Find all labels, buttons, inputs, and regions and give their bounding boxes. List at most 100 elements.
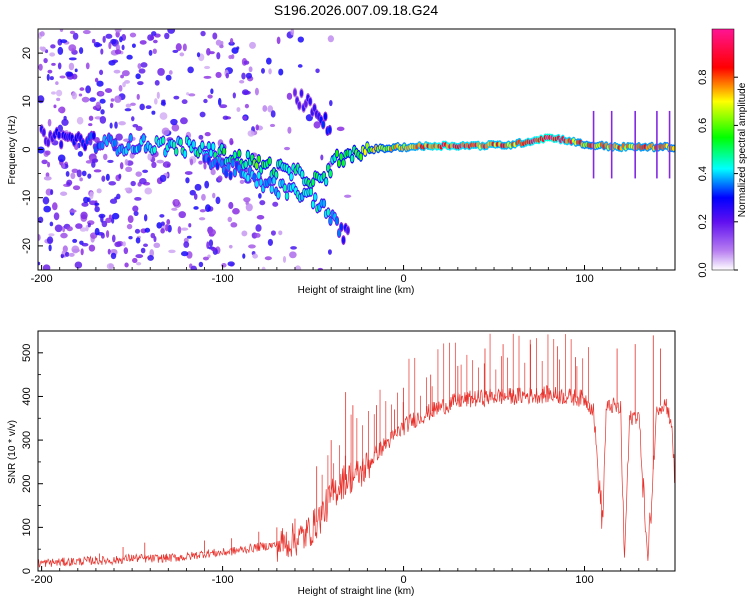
noise-speckle (151, 161, 157, 169)
noise-speckle (222, 115, 229, 120)
x-tick-label: -100 (212, 574, 234, 586)
noise-speckle (128, 236, 133, 240)
noise-speckle (89, 191, 94, 200)
noise-speckle (266, 57, 272, 65)
noise-speckle (47, 161, 51, 168)
noise-speckle (100, 109, 105, 115)
snr-panel: -200 -100 0 100 0 100 200 300 400 500 Height of … (7, 330, 676, 597)
noise-speckle (103, 153, 108, 161)
ridge-core (311, 178, 315, 186)
noise-speckle (94, 202, 100, 206)
ridge-core (207, 142, 211, 150)
x-tick-label: 100 (575, 574, 593, 586)
noise-speckle (45, 150, 51, 156)
ridge-core (335, 149, 339, 157)
noise-speckle (153, 242, 161, 249)
y-tick-label: -20 (21, 238, 33, 254)
noise-speckle (111, 212, 120, 220)
noise-speckle (43, 57, 48, 64)
noise-speckle (106, 263, 115, 270)
noise-speckle (245, 203, 253, 212)
noise-speckle (228, 244, 233, 249)
noise-speckle (252, 253, 259, 259)
noise-speckle (111, 234, 116, 243)
noise-speckle (118, 85, 123, 92)
ridge-core (268, 177, 272, 185)
noise-speckle (69, 30, 76, 35)
noise-speckle (65, 71, 72, 77)
noise-speckle (241, 72, 246, 80)
noise-speckle (193, 193, 198, 200)
noise-speckle (327, 35, 335, 43)
noise-speckle (57, 154, 66, 163)
noise-speckle (51, 91, 56, 95)
noise-speckle (94, 206, 100, 213)
ridge-core (359, 153, 363, 161)
x-tick-label: 100 (575, 273, 593, 285)
noise-speckle (56, 97, 61, 102)
noise-speckle (114, 49, 122, 55)
noise-speckle (186, 92, 190, 96)
noise-speckle (161, 127, 170, 136)
noise-speckle (135, 254, 144, 259)
noise-speckle (269, 123, 276, 128)
noise-speckle (88, 115, 94, 121)
noise-speckle (243, 60, 250, 65)
noise-speckle (156, 222, 163, 229)
noise-speckle (196, 52, 201, 58)
noise-speckle (39, 31, 45, 37)
noise-speckle (72, 185, 81, 191)
noise-speckle (54, 224, 63, 233)
noise-speckle (91, 38, 96, 44)
ridge-core (233, 151, 237, 159)
noise-speckle (86, 197, 91, 203)
noise-speckle (171, 207, 178, 211)
noise-speckle (219, 104, 228, 109)
ridge-core (337, 229, 341, 237)
noise-speckle (42, 196, 50, 205)
noise-speckle (52, 202, 58, 211)
ridge-secondary-track (202, 152, 351, 246)
noise-speckle (178, 211, 186, 219)
ridge-core (304, 100, 308, 108)
ridge-core (231, 159, 235, 167)
ridge-core (339, 153, 343, 161)
noise-speckle (39, 46, 43, 51)
vertical-streak (592, 110, 595, 179)
noise-speckle (162, 161, 171, 168)
noise-speckle (152, 48, 157, 55)
noise-speckle (241, 89, 249, 96)
noise-speckle (79, 227, 87, 232)
snr-spikes (99, 333, 661, 561)
ridge-core (161, 136, 165, 144)
colorbar: 0.0 0.2 0.4 0.6 0.8 Normalized spectral ampl… (697, 28, 748, 278)
ridge-core (126, 142, 131, 150)
noise-speckle (38, 146, 45, 154)
ridge-core (237, 150, 241, 158)
noise-speckle (290, 29, 295, 36)
spectrogram-x-axis: -200 -100 0 100 (31, 265, 676, 285)
ridge-core (92, 132, 96, 140)
ridge-core (222, 147, 226, 155)
ridge-core (137, 144, 141, 152)
noise-speckle (119, 162, 124, 170)
noise-speckle (156, 159, 164, 164)
ridge-core (308, 97, 312, 105)
noise-speckle (175, 43, 182, 52)
noise-speckle (102, 35, 106, 43)
noise-speckle (203, 162, 207, 170)
ridge-core (268, 157, 272, 165)
noise-speckle (167, 29, 176, 34)
noise-speckle (74, 68, 78, 73)
noise-speckle (132, 205, 139, 212)
noise-speckle (228, 54, 233, 60)
noise-speckle (89, 97, 97, 102)
noise-speckle (170, 118, 178, 126)
noise-speckle (49, 76, 54, 81)
noise-speckle (198, 134, 204, 140)
noise-speckle (185, 177, 190, 184)
ridge-core (228, 172, 233, 180)
noise-speckle (151, 31, 157, 36)
noise-speckle (38, 63, 43, 71)
ridge-core (257, 155, 261, 163)
